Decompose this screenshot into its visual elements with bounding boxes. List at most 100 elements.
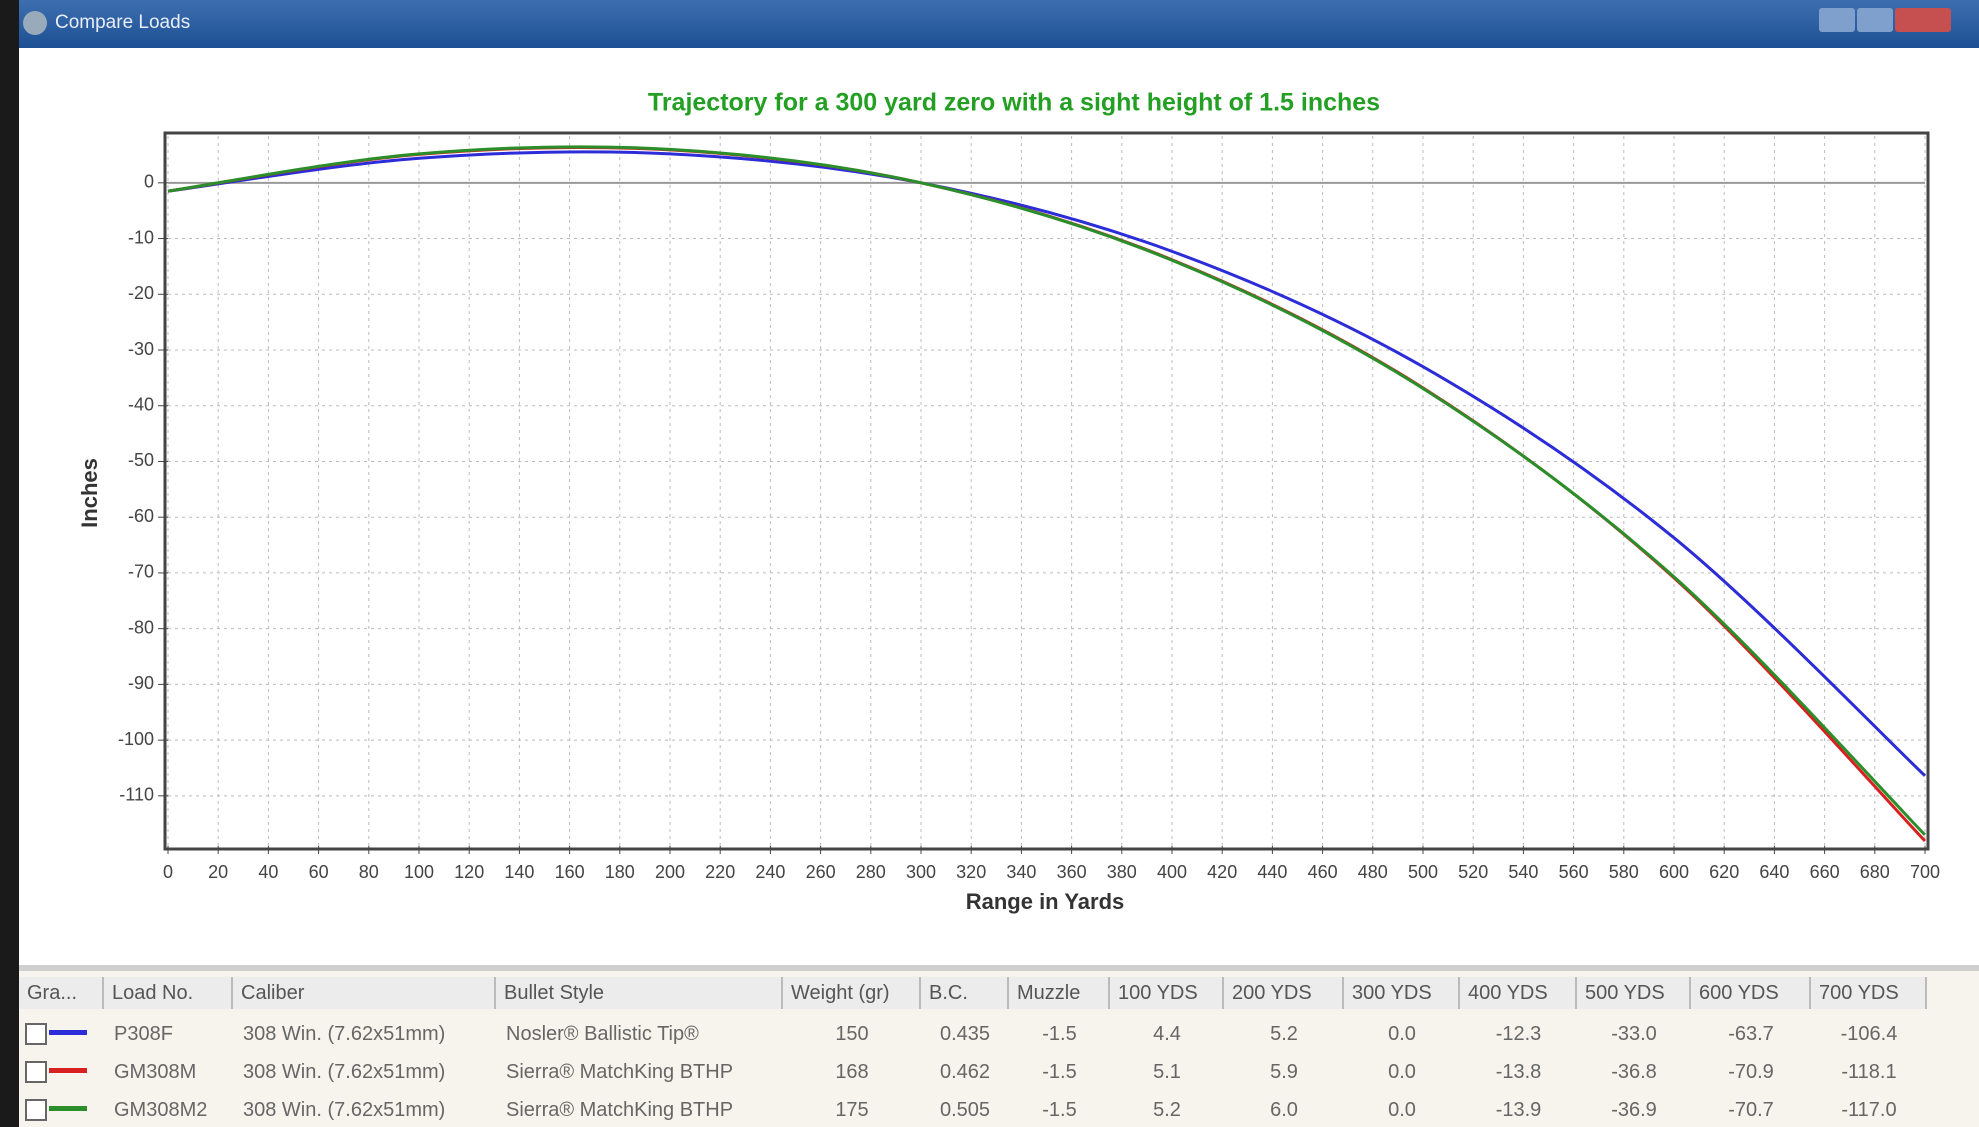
x-tick-label: 200 xyxy=(655,862,685,882)
table-cell: -12.3 xyxy=(1495,1023,1542,1045)
y-tick-label: 0 xyxy=(144,172,154,192)
y-tick-label: -80 xyxy=(128,617,154,637)
x-tick-label: 100 xyxy=(404,862,434,882)
x-tick-label: 560 xyxy=(1559,862,1589,882)
column-header: 500 YDS xyxy=(1577,977,1691,1009)
close-button[interactable] xyxy=(1895,8,1951,32)
table-cell: 0.435 xyxy=(939,1023,991,1045)
plot-area xyxy=(163,131,1930,851)
trajectory-line xyxy=(167,145,1927,836)
column-header: 300 YDS xyxy=(1344,977,1460,1009)
x-tick-label: 500 xyxy=(1408,862,1438,882)
table-cell: 0.462 xyxy=(939,1061,991,1083)
table-cell: -36.9 xyxy=(1611,1099,1657,1121)
column-header: 600 YDS xyxy=(1691,977,1811,1009)
x-tick-label: 640 xyxy=(1759,862,1789,882)
chart-title: Trajectory for a 300 yard zero with a si… xyxy=(648,89,1380,117)
column-header: Weight (gr) xyxy=(783,977,921,1009)
x-tick-label: 240 xyxy=(755,862,785,882)
table-cell: -1.5 xyxy=(1042,1099,1077,1121)
window: Compare Loads Trajectory for a 300 yard … xyxy=(19,0,1979,1127)
x-tick-label: 160 xyxy=(555,862,585,882)
x-tick-label: 620 xyxy=(1709,862,1739,882)
x-tick-label: 120 xyxy=(454,862,484,882)
table-cell: -70.7 xyxy=(1728,1099,1774,1121)
table-cell: 175 xyxy=(835,1099,869,1121)
table-cell: 168 xyxy=(835,1061,869,1083)
graph-checkbox[interactable] xyxy=(25,1061,47,1083)
series-swatch xyxy=(49,1030,87,1035)
y-tick-label: -70 xyxy=(128,562,154,582)
table-cell: 150 xyxy=(835,1023,869,1045)
table-cell: Sierra® MatchKing BTHP xyxy=(506,1099,734,1121)
graph-checkbox[interactable] xyxy=(25,1023,47,1045)
table-cell: 308 Win. (7.62x51mm) xyxy=(243,1099,446,1121)
column-header: 700 YDS xyxy=(1811,977,1927,1009)
table-cell: -13.8 xyxy=(1495,1061,1542,1083)
table-cell: GM308M xyxy=(114,1061,197,1083)
x-tick-label: 260 xyxy=(806,862,836,882)
x-tick-label: 180 xyxy=(605,862,635,882)
table-cell: -36.8 xyxy=(1611,1061,1657,1083)
x-tick-label: 280 xyxy=(856,862,886,882)
column-header: 400 YDS xyxy=(1460,977,1577,1009)
table-cell: 4.4 xyxy=(1153,1023,1181,1045)
y-tick-label: -10 xyxy=(128,227,154,247)
x-tick-label: 0 xyxy=(163,862,173,882)
x-tick-label: 600 xyxy=(1659,862,1689,882)
y-tick-label: -50 xyxy=(128,450,154,470)
table-cell: -106.4 xyxy=(1840,1023,1898,1045)
x-tick-label: 300 xyxy=(906,862,936,882)
y-tick-label: -60 xyxy=(128,506,154,526)
table-cell: -1.5 xyxy=(1042,1023,1077,1045)
table-cell: -117.0 xyxy=(1841,1099,1897,1121)
y-tick-label: -20 xyxy=(128,283,154,303)
table-cell: 308 Win. (7.62x51mm) xyxy=(243,1023,446,1045)
y-tick-label: -90 xyxy=(128,673,154,693)
minimize-button[interactable] xyxy=(1819,8,1855,32)
table-cell: 5.1 xyxy=(1153,1061,1181,1083)
y-tick-label: -110 xyxy=(119,785,154,805)
chart: Trajectory for a 300 yard zero with a si… xyxy=(77,89,1940,914)
table-cell: -33.0 xyxy=(1611,1023,1657,1045)
x-tick-label: 140 xyxy=(504,862,534,882)
x-tick-label: 460 xyxy=(1308,862,1338,882)
table-cell: -63.7 xyxy=(1728,1023,1774,1045)
title-bar: Compare Loads xyxy=(19,0,1979,48)
table-cell: Sierra® MatchKing BTHP xyxy=(506,1061,734,1083)
column-header: Muzzle xyxy=(1009,977,1110,1009)
x-tick-label: 40 xyxy=(258,862,278,882)
x-tick-label: 440 xyxy=(1257,862,1287,882)
x-tick-label: 580 xyxy=(1609,862,1639,882)
table-cell: -1.5 xyxy=(1042,1061,1077,1083)
x-tick-label: 20 xyxy=(208,862,228,882)
x-tick-label: 360 xyxy=(1057,862,1087,882)
x-tick-label: 340 xyxy=(1006,862,1036,882)
column-header: Load No. xyxy=(104,977,233,1009)
x-tick-label: 320 xyxy=(956,862,986,882)
table-cell: 0.0 xyxy=(1388,1099,1416,1121)
table-cell: 6.0 xyxy=(1270,1099,1298,1121)
table-cell: -13.9 xyxy=(1495,1099,1542,1121)
x-tick-label: 520 xyxy=(1458,862,1488,882)
table-cell: GM308M2 xyxy=(114,1099,208,1121)
y-tick-label: -100 xyxy=(118,729,154,749)
maximize-button[interactable] xyxy=(1857,8,1893,32)
table-cell: P308F xyxy=(114,1023,173,1045)
table-cell: Nosler® Ballistic Tip® xyxy=(506,1023,699,1045)
x-tick-label: 660 xyxy=(1810,862,1840,882)
table-cell: -70.9 xyxy=(1728,1061,1774,1083)
column-header: 200 YDS xyxy=(1224,977,1344,1009)
x-tick-label: 420 xyxy=(1207,862,1237,882)
table-cell: 0.0 xyxy=(1388,1061,1416,1083)
series-swatch xyxy=(49,1068,87,1073)
x-tick-label: 700 xyxy=(1910,862,1940,882)
x-tick-label: 80 xyxy=(359,862,379,882)
column-header: B.C. xyxy=(921,977,1009,1009)
table-cell: 5.9 xyxy=(1270,1061,1298,1083)
table-cell: -118.1 xyxy=(1841,1061,1897,1083)
table-cell: 5.2 xyxy=(1153,1099,1181,1121)
graph-checkbox[interactable] xyxy=(25,1099,47,1121)
table-cell: 5.2 xyxy=(1270,1023,1298,1045)
